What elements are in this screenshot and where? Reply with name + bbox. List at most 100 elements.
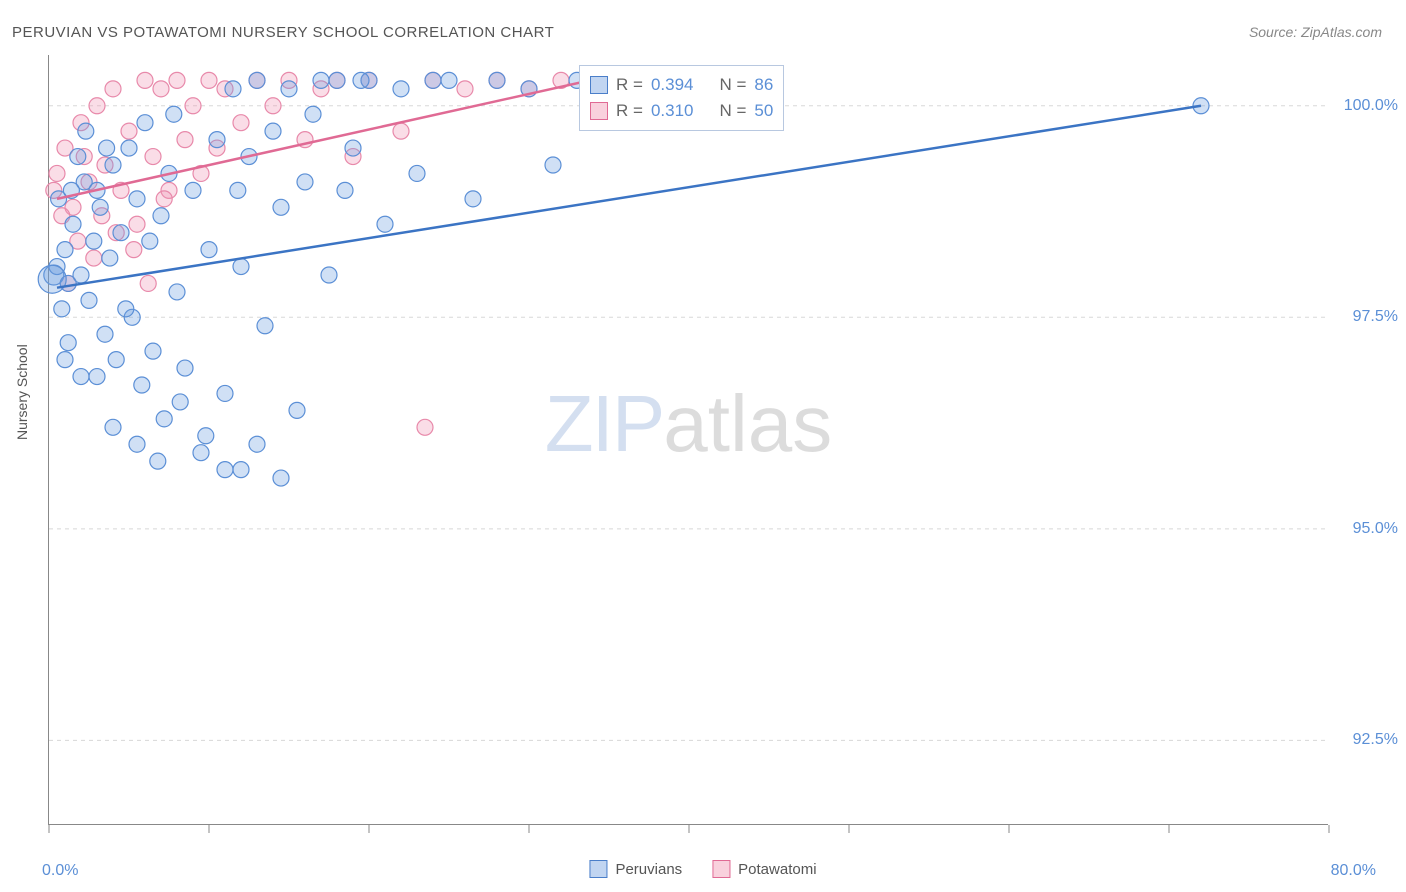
y-tick-label: 100.0% <box>1344 97 1398 115</box>
y-tick-label: 92.5% <box>1353 731 1398 749</box>
blue-point <box>425 72 441 88</box>
r-value: 0.310 <box>651 98 694 124</box>
pink-point <box>121 123 137 139</box>
pink-swatch-icon <box>590 102 608 120</box>
blue-point <box>217 462 233 478</box>
blue-point <box>118 301 134 317</box>
r-label: R = <box>616 72 643 98</box>
x-axis-min-label: 0.0% <box>42 862 78 880</box>
y-tick-label: 95.0% <box>1353 520 1398 538</box>
blue-point <box>73 369 89 385</box>
blue-point <box>225 81 241 97</box>
stats-row: R =0.310N =50 <box>590 98 773 124</box>
stats-row: R = 0.394 N = 86 <box>590 72 773 98</box>
blue-point <box>185 182 201 198</box>
blue-point <box>289 402 305 418</box>
blue-point <box>70 149 86 165</box>
pink-point <box>417 419 433 435</box>
pink-point <box>177 132 193 148</box>
n-label: N = <box>719 72 746 98</box>
blue-point <box>129 436 145 452</box>
legend-item-potawatomi: Potawatomi <box>712 860 816 878</box>
n-value: 50 <box>754 98 773 124</box>
chart-svg <box>49 55 1328 824</box>
blue-point <box>329 72 345 88</box>
blue-point <box>86 233 102 249</box>
legend-label: Potawatomi <box>738 861 816 878</box>
correlation-stats-box: R = 0.394 N = 86R = 0.310 N = 50 <box>579 65 784 131</box>
blue-point <box>73 267 89 283</box>
blue-point <box>102 250 118 266</box>
blue-point <box>150 453 166 469</box>
pink-point <box>140 275 156 291</box>
blue-point <box>273 470 289 486</box>
pink-point <box>457 81 473 97</box>
blue-point <box>265 123 281 139</box>
blue-point <box>297 174 313 190</box>
blue-point <box>249 72 265 88</box>
pink-point <box>233 115 249 131</box>
blue-point <box>281 81 297 97</box>
blue-point <box>249 436 265 452</box>
blue-point <box>337 182 353 198</box>
pink-point <box>105 81 121 97</box>
plot-area: ZIPatlas R =0.394N =86R =0.310N =50 100.… <box>48 55 1328 825</box>
blue-point <box>465 191 481 207</box>
blue-regression-line <box>57 106 1201 288</box>
blue-point <box>81 292 97 308</box>
pink-point <box>201 72 217 88</box>
blue-point <box>209 132 225 148</box>
pink-point <box>49 165 65 181</box>
bottom-legend: Peruvians Potawatomi <box>589 860 816 878</box>
pink-point <box>156 191 172 207</box>
pink-point <box>145 149 161 165</box>
blue-point <box>108 352 124 368</box>
blue-point <box>78 123 94 139</box>
blue-point <box>177 360 193 376</box>
pink-point <box>126 242 142 258</box>
blue-point <box>92 199 108 215</box>
blue-point <box>142 233 158 249</box>
source-attribution: Source: ZipAtlas.com <box>1249 24 1382 40</box>
blue-point <box>257 318 273 334</box>
r-value: 0.394 <box>651 72 694 98</box>
pink-regression-line <box>57 76 609 199</box>
blue-point <box>198 428 214 444</box>
pink-point <box>393 123 409 139</box>
blue-point <box>193 445 209 461</box>
pink-point <box>265 98 281 114</box>
blue-point <box>153 208 169 224</box>
blue-point <box>145 343 161 359</box>
blue-point <box>121 140 137 156</box>
blue-point <box>313 72 329 88</box>
blue-point <box>393 81 409 97</box>
blue-point <box>305 106 321 122</box>
pink-point <box>169 72 185 88</box>
blue-point <box>89 369 105 385</box>
y-tick-label: 97.5% <box>1353 308 1398 326</box>
blue-point <box>60 335 76 351</box>
chart-title: PERUVIAN VS POTAWATOMI NURSERY SCHOOL CO… <box>12 24 554 41</box>
blue-point <box>201 242 217 258</box>
blue-point <box>230 182 246 198</box>
pink-swatch-icon <box>712 860 730 878</box>
blue-point <box>377 216 393 232</box>
blue-point <box>441 72 457 88</box>
pink-point <box>89 98 105 114</box>
blue-point <box>217 385 233 401</box>
blue-point <box>99 140 115 156</box>
n-value: 86 <box>754 72 773 98</box>
blue-point <box>273 199 289 215</box>
blue-point <box>65 216 81 232</box>
n-label: N = <box>719 98 746 124</box>
blue-point <box>409 165 425 181</box>
blue-point <box>545 157 561 173</box>
blue-point <box>57 352 73 368</box>
blue-point <box>233 259 249 275</box>
blue-point <box>105 157 121 173</box>
blue-point <box>137 115 153 131</box>
blue-swatch-icon <box>589 860 607 878</box>
blue-point <box>129 191 145 207</box>
blue-point <box>169 284 185 300</box>
legend-label: Peruvians <box>615 861 682 878</box>
